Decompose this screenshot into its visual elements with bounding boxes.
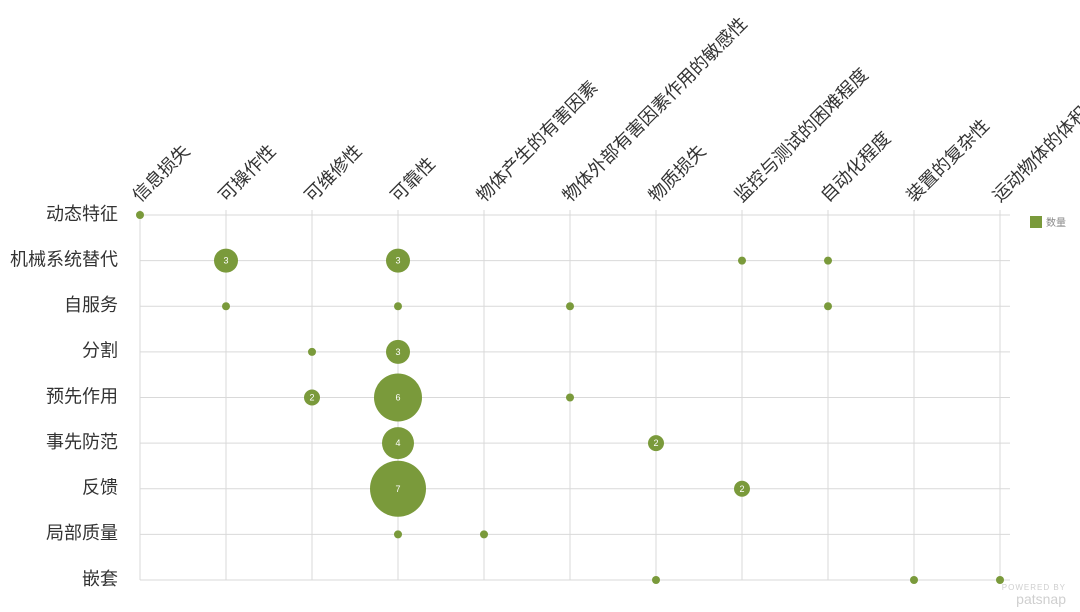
y-axis-label: 自服务: [64, 295, 118, 315]
bubble[interactable]: [222, 302, 230, 310]
y-axis-label: 机械系统替代: [10, 249, 118, 269]
powered-by-footer: POWERED BY patsnap: [1002, 584, 1066, 606]
x-axis-label: 可维修性: [301, 141, 366, 206]
bubble[interactable]: [308, 348, 316, 356]
y-axis-label: 预先作用: [46, 386, 118, 406]
x-axis-label: 物质损失: [645, 141, 710, 206]
bubble[interactable]: [374, 374, 422, 422]
bubble[interactable]: [136, 211, 144, 219]
y-axis-label: 事先防范: [46, 432, 118, 452]
legend-label: 数量: [1046, 216, 1066, 229]
y-axis-label: 动态特征: [46, 204, 118, 224]
bubble[interactable]: [370, 461, 426, 517]
bubble[interactable]: [394, 530, 402, 538]
bubble[interactable]: [738, 257, 746, 265]
bubble[interactable]: [382, 427, 414, 459]
bubble[interactable]: [824, 257, 832, 265]
x-axis-label: 自动化程度: [817, 128, 895, 206]
bubble[interactable]: [824, 302, 832, 310]
bubble[interactable]: [386, 340, 410, 364]
y-axis-label: 嵌套: [82, 569, 118, 589]
bubble[interactable]: [910, 576, 918, 584]
bubble-matrix-chart: 动态特征机械系统替代自服务分割预先作用事先防范反馈局部质量嵌套信息损失可操作性可…: [0, 0, 1080, 612]
bubble[interactable]: [652, 576, 660, 584]
y-axis-label: 局部质量: [46, 523, 118, 543]
y-axis-label: 分割: [82, 341, 118, 361]
legend-swatch: [1030, 216, 1042, 228]
bubble[interactable]: [394, 302, 402, 310]
x-axis-label: 信息损失: [129, 141, 194, 206]
bubble[interactable]: [566, 302, 574, 310]
bubble[interactable]: [648, 435, 664, 451]
x-axis-label: 运动物体的体积: [989, 103, 1080, 206]
bubble[interactable]: [734, 481, 750, 497]
x-axis-label: 物体外部有害因素作用的敏感性: [559, 13, 751, 205]
bubble[interactable]: [214, 249, 238, 273]
brand-label: patsnap: [1002, 592, 1066, 606]
bubble[interactable]: [480, 530, 488, 538]
x-axis-label: 可靠性: [387, 154, 439, 206]
x-axis-label: 可操作性: [215, 141, 280, 206]
y-axis-label: 反馈: [82, 478, 118, 498]
bubble[interactable]: [304, 390, 320, 406]
bubble[interactable]: [386, 249, 410, 273]
bubble[interactable]: [566, 394, 574, 402]
x-axis-label: 装置的复杂性: [903, 115, 994, 206]
